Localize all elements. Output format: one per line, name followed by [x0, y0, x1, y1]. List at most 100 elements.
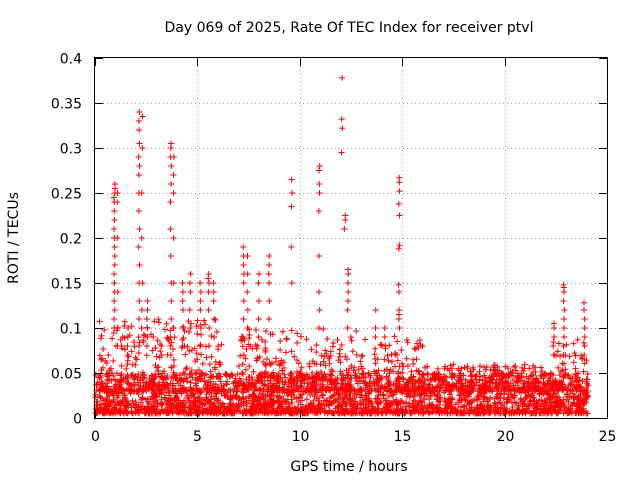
chart-title: Day 069 of 2025, Rate Of TEC Index for r…	[165, 20, 534, 36]
data-point	[203, 354, 210, 361]
data-point	[136, 127, 143, 133]
data-point	[500, 395, 507, 402]
data-point	[114, 235, 121, 241]
data-point	[187, 289, 194, 295]
x-tick-label: 15	[394, 429, 412, 445]
data-point	[338, 149, 345, 156]
data-point	[170, 190, 177, 196]
data-point	[111, 253, 118, 259]
data-point	[242, 366, 249, 373]
data-point	[222, 371, 229, 378]
data-point	[288, 203, 295, 210]
data-point	[313, 342, 320, 349]
data-point	[341, 226, 348, 232]
data-point	[255, 298, 262, 304]
data-point	[334, 336, 341, 343]
data-point	[184, 394, 191, 401]
data-point	[404, 362, 411, 369]
data-point	[279, 328, 286, 335]
data-point	[329, 368, 336, 375]
data-point	[561, 334, 568, 340]
data-point	[198, 351, 205, 358]
data-point	[153, 353, 160, 360]
data-point	[381, 356, 388, 363]
data-point	[205, 275, 212, 282]
data-point	[210, 289, 217, 295]
data-point	[136, 109, 143, 115]
data-point	[240, 280, 247, 286]
data-point	[136, 163, 143, 169]
data-point	[111, 271, 118, 277]
data-point	[464, 365, 471, 372]
data-point	[512, 363, 519, 370]
data-point	[396, 179, 403, 186]
data-point	[206, 343, 213, 349]
data-point	[135, 154, 142, 160]
data-point	[110, 330, 117, 337]
data-point	[203, 371, 210, 378]
data-point	[395, 200, 402, 207]
data-point	[237, 352, 244, 359]
data-point	[124, 352, 131, 358]
data-point	[111, 262, 118, 268]
data-point	[581, 325, 588, 331]
y-tick-label: 0.4	[60, 52, 82, 68]
data-point	[130, 339, 137, 346]
data-point	[96, 318, 103, 325]
data-point	[538, 364, 545, 371]
data-point	[136, 298, 143, 304]
data-point	[239, 370, 246, 377]
data-point	[345, 298, 352, 304]
data-point	[570, 340, 577, 347]
data-point	[186, 307, 193, 313]
data-point	[298, 333, 305, 340]
data-point	[230, 388, 237, 395]
data-point	[316, 181, 323, 187]
data-point	[194, 330, 201, 337]
data-point	[391, 333, 398, 340]
data-point	[561, 289, 568, 295]
data-point	[211, 334, 218, 340]
data-point	[322, 347, 329, 354]
data-point	[215, 346, 222, 353]
data-point	[136, 140, 143, 147]
data-point	[118, 362, 125, 369]
data-point	[270, 392, 277, 399]
data-point	[240, 298, 247, 304]
x-tick-label: 5	[193, 429, 202, 445]
data-point	[197, 289, 204, 295]
data-point	[388, 351, 395, 358]
data-point	[180, 325, 187, 331]
data-point	[344, 307, 351, 313]
data-point	[328, 366, 335, 373]
data-point	[371, 351, 378, 358]
data-point	[303, 396, 310, 403]
data-point	[111, 307, 118, 313]
data-point	[139, 280, 146, 286]
data-point	[266, 316, 273, 322]
data-point	[105, 352, 112, 359]
data-point	[306, 360, 313, 367]
data-point	[388, 358, 395, 365]
data-point	[125, 353, 132, 360]
data-point	[207, 378, 214, 385]
data-point	[266, 262, 273, 268]
data-point	[288, 327, 295, 334]
data-point	[211, 316, 218, 322]
y-tick-label: 0.35	[51, 97, 82, 113]
data-point	[201, 321, 208, 328]
data-point	[394, 357, 401, 364]
data-point	[187, 325, 194, 331]
data-point	[568, 393, 575, 400]
data-point	[353, 328, 360, 335]
data-point	[313, 349, 320, 356]
data-point	[561, 325, 568, 331]
data-point	[114, 289, 121, 295]
data-point	[155, 319, 162, 326]
y-tick-label: 0.2	[60, 232, 82, 248]
data-point	[499, 400, 506, 407]
data-point	[303, 336, 310, 343]
data-point	[194, 317, 201, 324]
data-point	[266, 298, 273, 304]
